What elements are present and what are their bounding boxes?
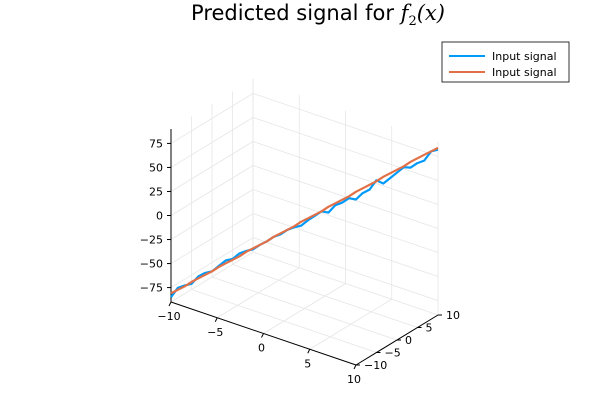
z-tick-label-2: −25	[140, 234, 163, 247]
legend-label-series-1: Input signal	[492, 50, 557, 63]
title-math-main: f	[399, 1, 412, 25]
z-tick-label-3: 0	[156, 210, 163, 223]
grid-back-z-2	[252, 189, 439, 253]
series-line-1	[170, 148, 439, 298]
grid-floor-y-3	[232, 264, 418, 328]
y-tick-label-3: 5	[426, 322, 433, 335]
grid-back-z-1	[252, 213, 439, 277]
grid-floor-y-4	[252, 251, 439, 316]
grid-side-z-5	[170, 117, 254, 168]
grid-side-z-3	[170, 165, 254, 216]
x-tick-label-3: 5	[304, 357, 311, 370]
title-math-args: (x)	[417, 1, 445, 25]
grid-side-z-4	[170, 141, 254, 192]
y-tick-label-2: 0	[405, 334, 412, 347]
x-tick-label-1: −5	[207, 326, 223, 339]
chart-title: Predicted signal for f2(x)	[191, 1, 445, 29]
grid-floor-y-2	[211, 276, 398, 341]
x-tick-label-0: −10	[157, 310, 180, 323]
x-tick-label-2: 0	[258, 342, 265, 355]
x-tick-3	[307, 349, 311, 354]
grid-side-z-0	[170, 237, 254, 288]
legend: Input signal Input signal	[441, 41, 570, 83]
x-tick-2	[261, 333, 264, 338]
z-tick-label-1: −50	[140, 258, 163, 271]
grid-back-z-0	[252, 237, 439, 301]
grid-back-z-4	[252, 141, 439, 205]
x-tick-1	[214, 317, 218, 322]
grid-side-z-1	[170, 213, 254, 264]
title-prefix: Predicted signal for	[191, 1, 401, 25]
grid-floor-y-1	[191, 289, 377, 353]
y-tick-label-4: 10	[446, 309, 460, 322]
x-tick-0	[168, 301, 172, 307]
legend-box	[441, 41, 570, 83]
z-tick-label-6: 75	[149, 137, 163, 150]
y-tick-label-0: −10	[364, 359, 387, 372]
y-tick-label-1: −5	[385, 347, 401, 360]
series-layer	[170, 146, 439, 298]
title-math-sub: 2	[408, 14, 416, 29]
legend-label-series-2: Input signal	[492, 66, 557, 79]
x-tick-4	[353, 364, 357, 370]
z-tick-label-0: −75	[140, 282, 163, 295]
z-tick-label-5: 50	[149, 161, 163, 174]
z-tick-label-4: 25	[149, 185, 163, 198]
x-tick-label-4: 10	[347, 373, 361, 386]
grid-side-z-2	[170, 189, 254, 240]
grid-side-z-6	[170, 93, 254, 144]
grid-back-z-5	[252, 117, 439, 181]
grid-back-z-6	[252, 93, 439, 157]
series-line-2	[170, 146, 439, 295]
